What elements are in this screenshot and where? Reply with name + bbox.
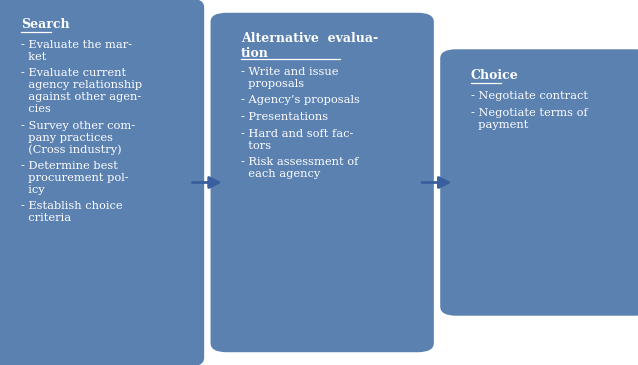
Text: - Evaluate current
  agency relationship
  against other agen-
  cies: - Evaluate current agency relationship a… xyxy=(21,68,142,114)
Text: Choice: Choice xyxy=(471,69,519,82)
Text: - Write and issue
  proposals: - Write and issue proposals xyxy=(241,67,339,89)
Text: - Determine best
  procurement pol-
  icy: - Determine best procurement pol- icy xyxy=(21,161,129,195)
Text: Alternative  evalua-
tion: Alternative evalua- tion xyxy=(241,32,378,59)
Text: - Presentations: - Presentations xyxy=(241,112,329,122)
Text: - Negotiate contract: - Negotiate contract xyxy=(471,91,588,101)
Text: - Negotiate terms of
  payment: - Negotiate terms of payment xyxy=(471,108,588,130)
Text: Search: Search xyxy=(21,18,70,31)
Text: - Risk assessment of
  each agency: - Risk assessment of each agency xyxy=(241,157,359,179)
Text: - Survey other com-
  pany practices
  (Cross industry): - Survey other com- pany practices (Cros… xyxy=(21,120,135,155)
Text: - Agency’s proposals: - Agency’s proposals xyxy=(241,95,360,105)
FancyBboxPatch shape xyxy=(211,13,434,352)
Text: - Hard and soft fac-
  tors: - Hard and soft fac- tors xyxy=(241,128,353,151)
Text: - Establish choice
  criteria: - Establish choice criteria xyxy=(21,201,122,223)
Text: - Evaluate the mar-
  ket: - Evaluate the mar- ket xyxy=(21,40,132,62)
FancyBboxPatch shape xyxy=(0,0,204,365)
FancyBboxPatch shape xyxy=(440,49,638,316)
